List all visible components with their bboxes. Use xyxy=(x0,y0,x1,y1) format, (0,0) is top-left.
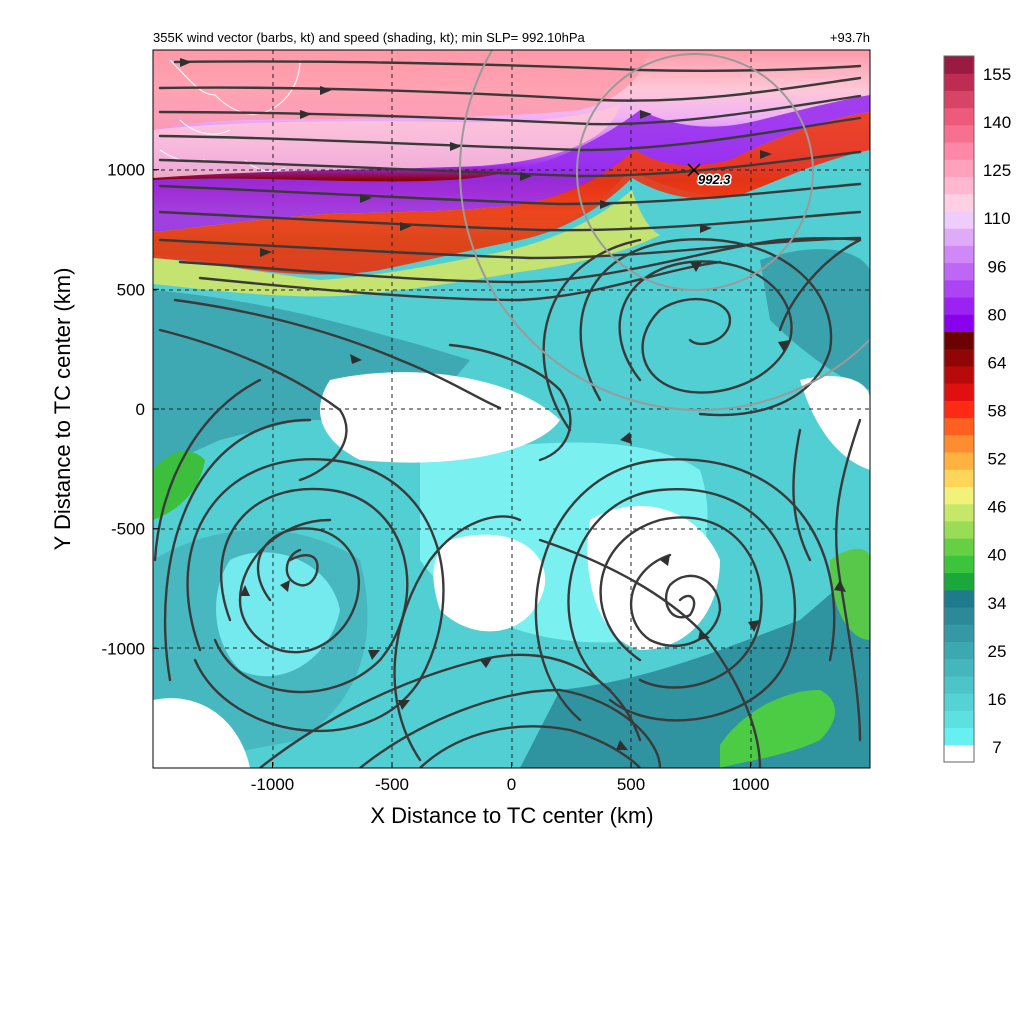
colorbar-swatch xyxy=(944,710,974,729)
x-tick-label: 0 xyxy=(507,775,516,794)
colorbar-swatch xyxy=(944,245,974,264)
y-tick-label: 1000 xyxy=(107,161,145,180)
colorbar-swatch xyxy=(944,383,974,401)
range-circle-outer xyxy=(459,50,870,411)
colorbar-swatch xyxy=(944,503,974,522)
speed-shading-yellow-fringe xyxy=(153,190,660,297)
colorbar-swatch xyxy=(944,297,974,315)
streamlines xyxy=(153,60,862,768)
colorbar: 7 16 25 34 40 46 52 58 64 80 96 110 125 140 155 xyxy=(943,55,1011,763)
colorbar-label: 7 xyxy=(992,738,1001,757)
calm-zone-center xyxy=(320,372,560,463)
colorbar-label: 140 xyxy=(983,113,1011,132)
colorbar-swatch xyxy=(944,607,974,625)
colorbar-label: 46 xyxy=(988,498,1007,517)
colorbar-swatch xyxy=(944,90,974,109)
colorbar-swatch xyxy=(944,486,974,505)
calm-zone-south xyxy=(433,534,546,632)
colorbar-swatch xyxy=(944,348,974,367)
colorbar-swatch xyxy=(944,693,974,711)
colorbar-swatch xyxy=(944,624,974,642)
colorbar-label: 64 xyxy=(988,353,1007,372)
colorbar-swatch xyxy=(944,142,974,160)
colorbar-swatch xyxy=(944,555,974,574)
colorbar-label: 34 xyxy=(988,594,1007,613)
colorbar-swatch xyxy=(944,572,974,591)
x-tick-label: 1000 xyxy=(732,775,770,794)
colorbar-swatch xyxy=(944,744,974,763)
colorbar-swatch xyxy=(944,520,974,539)
colorbar-swatch xyxy=(944,107,974,126)
x-axis-label: X Distance to TC center (km) xyxy=(370,803,653,828)
colorbar-swatch xyxy=(944,73,974,91)
colorbar-swatch xyxy=(944,589,974,608)
y-tick-label: -500 xyxy=(111,520,145,539)
colorbar-label: 25 xyxy=(988,642,1007,661)
y-tick-label: 0 xyxy=(136,400,145,419)
y-tick-label: 500 xyxy=(117,280,145,299)
colorbar-swatch xyxy=(944,331,974,350)
speed-shading-green-se xyxy=(720,690,835,768)
colorbar-label: 52 xyxy=(988,450,1007,469)
y-tick-label: -1000 xyxy=(102,639,145,658)
x-tick-label: -1000 xyxy=(251,775,294,794)
colorbar-swatch xyxy=(944,675,974,694)
colorbar-label: 96 xyxy=(988,257,1007,276)
colorbar-label: 58 xyxy=(988,402,1007,421)
colorbar-swatch xyxy=(944,56,974,74)
tc-center-marker: 992.3 xyxy=(687,163,733,189)
colorbar-swatch xyxy=(944,641,974,660)
calm-zone-sw xyxy=(153,698,250,768)
plot-area: 992.3 xyxy=(153,50,870,768)
colorbar-swatch xyxy=(944,538,974,556)
colorbar-swatch xyxy=(944,159,974,178)
colorbar-swatch xyxy=(944,400,974,419)
colorbar-swatch xyxy=(944,228,974,246)
forecast-hour: +93.7h xyxy=(830,30,870,45)
colorbar-swatch xyxy=(944,365,974,384)
y-axis-label: Y Distance to TC center (km) xyxy=(50,268,75,551)
x-tick-label: -500 xyxy=(375,775,409,794)
colorbar-label: 155 xyxy=(983,65,1011,84)
speed-shading-dark-teal xyxy=(153,290,470,470)
colorbar-swatch xyxy=(944,210,974,229)
speed-shading-red-front xyxy=(153,112,870,275)
y-axis-ticks: -1000 -500 0 500 1000 xyxy=(102,161,159,658)
speed-shading-light-pink xyxy=(153,105,620,178)
colorbar-swatch xyxy=(944,176,974,195)
speed-shading-dark-teal-east xyxy=(760,249,870,390)
colorbar-swatch xyxy=(944,452,974,470)
colorbar-frame xyxy=(943,55,975,763)
x-tick-label: 500 xyxy=(617,775,645,794)
speed-shading-purple xyxy=(153,95,870,232)
colorbar-swatch xyxy=(944,417,974,436)
colorbar-label: 40 xyxy=(988,546,1007,565)
colorbar-swatch xyxy=(944,434,974,453)
colorbar-swatch xyxy=(944,124,974,143)
colorbar-label: 80 xyxy=(988,305,1007,324)
colorbar-label: 16 xyxy=(988,690,1007,709)
colorbar-swatch xyxy=(944,314,974,333)
chart-title: 355K wind vector (barbs, kt) and speed (… xyxy=(153,30,586,45)
colorbar-swatch xyxy=(944,193,974,212)
min-slp-label: 992.3 xyxy=(698,172,731,187)
colorbar-swatch xyxy=(944,658,974,677)
colorbar-swatch xyxy=(944,279,974,298)
colorbar-swatch xyxy=(944,469,974,487)
colorbar-swatch xyxy=(944,727,974,746)
speed-shading-green-east xyxy=(830,548,870,640)
range-circle-inner xyxy=(576,53,814,291)
colorbar-label: 125 xyxy=(983,161,1011,180)
colorbar-swatch xyxy=(944,262,974,281)
stream-arrows xyxy=(180,58,846,750)
colorbar-label: 110 xyxy=(983,209,1010,228)
x-axis-ticks: -1000 -500 0 500 1000 xyxy=(251,762,770,794)
